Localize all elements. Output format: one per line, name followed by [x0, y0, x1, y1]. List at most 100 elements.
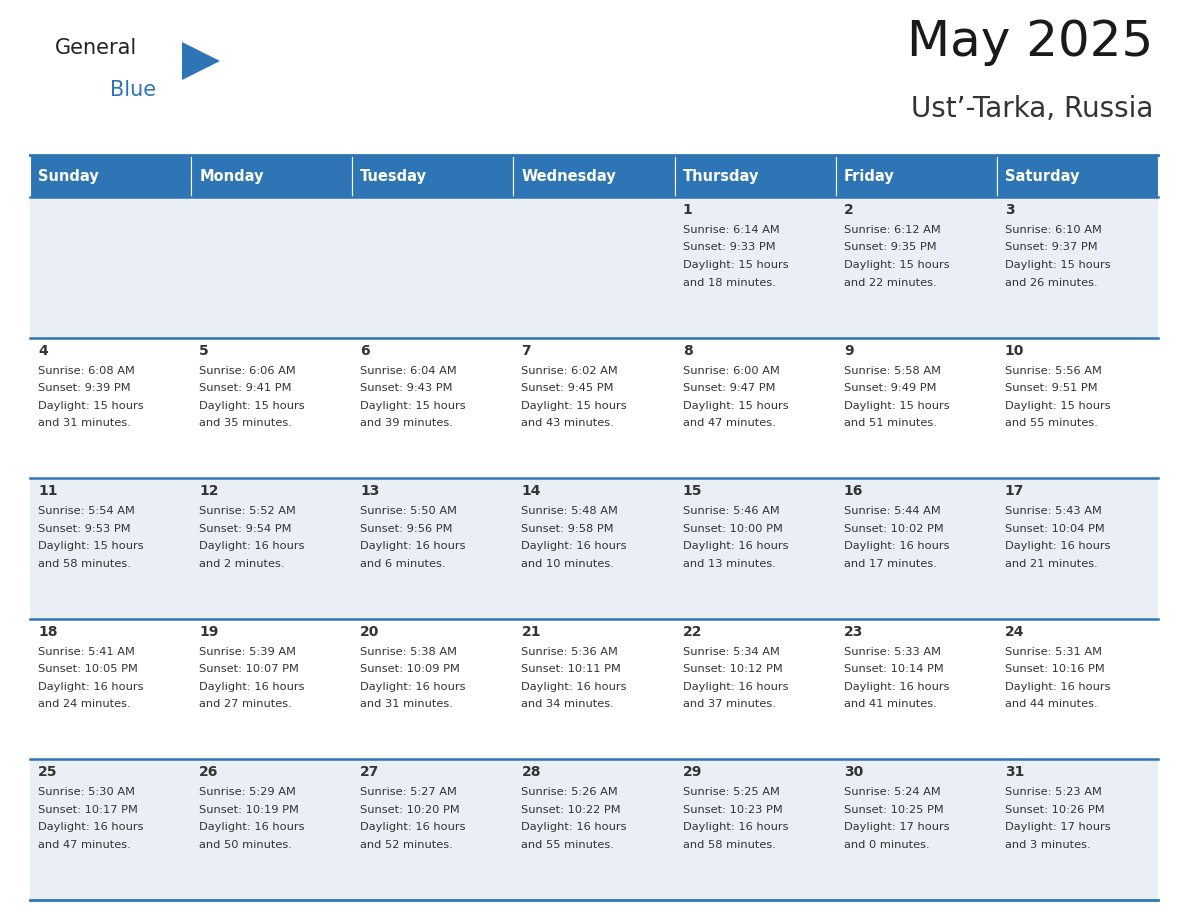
- Text: Sunset: 10:09 PM: Sunset: 10:09 PM: [360, 665, 460, 675]
- Text: Sunrise: 5:48 AM: Sunrise: 5:48 AM: [522, 506, 619, 516]
- Text: 18: 18: [38, 625, 57, 639]
- Text: and 58 minutes.: and 58 minutes.: [683, 840, 776, 850]
- Text: 1: 1: [683, 203, 693, 217]
- Bar: [353, 197, 513, 338]
- Text: and 26 minutes.: and 26 minutes.: [1005, 277, 1098, 287]
- Text: Sunrise: 6:10 AM: Sunrise: 6:10 AM: [1005, 225, 1101, 235]
- Text: and 52 minutes.: and 52 minutes.: [360, 840, 453, 850]
- Text: 5: 5: [200, 343, 209, 358]
- Text: and 44 minutes.: and 44 minutes.: [1005, 700, 1098, 710]
- Bar: [835, 338, 997, 478]
- Text: Daylight: 16 hours: Daylight: 16 hours: [522, 682, 627, 692]
- Bar: [675, 759, 835, 900]
- Bar: [675, 478, 835, 619]
- Text: Sunrise: 5:23 AM: Sunrise: 5:23 AM: [1005, 788, 1101, 798]
- Text: Sunset: 10:26 PM: Sunset: 10:26 PM: [1005, 805, 1105, 815]
- Text: Sunset: 10:11 PM: Sunset: 10:11 PM: [522, 665, 621, 675]
- Text: and 39 minutes.: and 39 minutes.: [360, 418, 453, 428]
- Text: Sunset: 9:37 PM: Sunset: 9:37 PM: [1005, 242, 1098, 252]
- Text: Daylight: 15 hours: Daylight: 15 hours: [843, 260, 949, 270]
- Text: Daylight: 16 hours: Daylight: 16 hours: [360, 542, 466, 551]
- Text: 7: 7: [522, 343, 531, 358]
- Text: Sunset: 10:25 PM: Sunset: 10:25 PM: [843, 805, 943, 815]
- Text: 8: 8: [683, 343, 693, 358]
- Text: Tuesday: Tuesday: [360, 169, 428, 184]
- Text: Sunrise: 5:26 AM: Sunrise: 5:26 AM: [522, 788, 618, 798]
- Text: Sunrise: 5:52 AM: Sunrise: 5:52 AM: [200, 506, 296, 516]
- Text: Sunrise: 6:02 AM: Sunrise: 6:02 AM: [522, 365, 618, 375]
- Text: Friday: Friday: [843, 169, 895, 184]
- Bar: [30, 155, 191, 197]
- Text: Sunrise: 5:38 AM: Sunrise: 5:38 AM: [360, 647, 457, 656]
- Text: and 17 minutes.: and 17 minutes.: [843, 559, 936, 568]
- Text: Daylight: 16 hours: Daylight: 16 hours: [1005, 542, 1111, 551]
- Bar: [835, 619, 997, 759]
- Text: Sunset: 10:17 PM: Sunset: 10:17 PM: [38, 805, 138, 815]
- Text: Sunrise: 6:06 AM: Sunrise: 6:06 AM: [200, 365, 296, 375]
- Bar: [997, 759, 1158, 900]
- Text: Daylight: 16 hours: Daylight: 16 hours: [683, 542, 788, 551]
- Bar: [30, 619, 191, 759]
- Bar: [353, 155, 513, 197]
- Text: Daylight: 16 hours: Daylight: 16 hours: [200, 682, 304, 692]
- Text: 16: 16: [843, 484, 864, 498]
- Text: and 55 minutes.: and 55 minutes.: [1005, 418, 1098, 428]
- Text: 23: 23: [843, 625, 864, 639]
- Text: Sunset: 9:35 PM: Sunset: 9:35 PM: [843, 242, 936, 252]
- Bar: [997, 338, 1158, 478]
- Text: Sunrise: 5:34 AM: Sunrise: 5:34 AM: [683, 647, 779, 656]
- Text: 11: 11: [38, 484, 57, 498]
- Text: Sunrise: 5:50 AM: Sunrise: 5:50 AM: [360, 506, 457, 516]
- Text: Sunrise: 5:41 AM: Sunrise: 5:41 AM: [38, 647, 135, 656]
- Bar: [191, 155, 353, 197]
- Text: Saturday: Saturday: [1005, 169, 1080, 184]
- Text: and 34 minutes.: and 34 minutes.: [522, 700, 614, 710]
- Text: and 31 minutes.: and 31 minutes.: [360, 700, 453, 710]
- Text: Sunset: 10:19 PM: Sunset: 10:19 PM: [200, 805, 299, 815]
- Text: Daylight: 16 hours: Daylight: 16 hours: [843, 682, 949, 692]
- Text: Sunrise: 5:54 AM: Sunrise: 5:54 AM: [38, 506, 135, 516]
- Text: General: General: [55, 38, 138, 58]
- Text: Sunset: 10:22 PM: Sunset: 10:22 PM: [522, 805, 621, 815]
- Text: 22: 22: [683, 625, 702, 639]
- Text: 14: 14: [522, 484, 541, 498]
- Text: Daylight: 17 hours: Daylight: 17 hours: [1005, 823, 1111, 833]
- Text: Sunrise: 5:43 AM: Sunrise: 5:43 AM: [1005, 506, 1101, 516]
- Text: Sunset: 9:51 PM: Sunset: 9:51 PM: [1005, 383, 1098, 393]
- Text: Sunset: 10:00 PM: Sunset: 10:00 PM: [683, 523, 783, 533]
- Text: and 27 minutes.: and 27 minutes.: [200, 700, 292, 710]
- Text: Daylight: 15 hours: Daylight: 15 hours: [683, 260, 789, 270]
- Text: 10: 10: [1005, 343, 1024, 358]
- Bar: [191, 619, 353, 759]
- Text: 17: 17: [1005, 484, 1024, 498]
- Text: Sunrise: 5:56 AM: Sunrise: 5:56 AM: [1005, 365, 1101, 375]
- Bar: [191, 759, 353, 900]
- Bar: [997, 155, 1158, 197]
- Bar: [513, 155, 675, 197]
- Text: 29: 29: [683, 766, 702, 779]
- Text: Sunset: 9:49 PM: Sunset: 9:49 PM: [843, 383, 936, 393]
- Text: Sunset: 10:02 PM: Sunset: 10:02 PM: [843, 523, 943, 533]
- Text: Daylight: 16 hours: Daylight: 16 hours: [38, 823, 144, 833]
- Text: Blue: Blue: [110, 80, 156, 100]
- Text: Daylight: 15 hours: Daylight: 15 hours: [1005, 400, 1111, 410]
- Bar: [675, 155, 835, 197]
- Bar: [675, 338, 835, 478]
- Text: 30: 30: [843, 766, 862, 779]
- Bar: [30, 338, 191, 478]
- Text: Sunrise: 5:30 AM: Sunrise: 5:30 AM: [38, 788, 135, 798]
- Text: Sunset: 9:41 PM: Sunset: 9:41 PM: [200, 383, 292, 393]
- Bar: [353, 619, 513, 759]
- Text: Sunrise: 6:04 AM: Sunrise: 6:04 AM: [360, 365, 457, 375]
- Bar: [513, 197, 675, 338]
- Text: Daylight: 16 hours: Daylight: 16 hours: [38, 682, 144, 692]
- Text: 24: 24: [1005, 625, 1024, 639]
- Text: and 10 minutes.: and 10 minutes.: [522, 559, 614, 568]
- Text: Sunset: 9:47 PM: Sunset: 9:47 PM: [683, 383, 775, 393]
- Text: and 3 minutes.: and 3 minutes.: [1005, 840, 1091, 850]
- Text: Sunrise: 5:27 AM: Sunrise: 5:27 AM: [360, 788, 457, 798]
- Bar: [191, 338, 353, 478]
- Text: Sunrise: 5:46 AM: Sunrise: 5:46 AM: [683, 506, 779, 516]
- Bar: [835, 197, 997, 338]
- Bar: [353, 759, 513, 900]
